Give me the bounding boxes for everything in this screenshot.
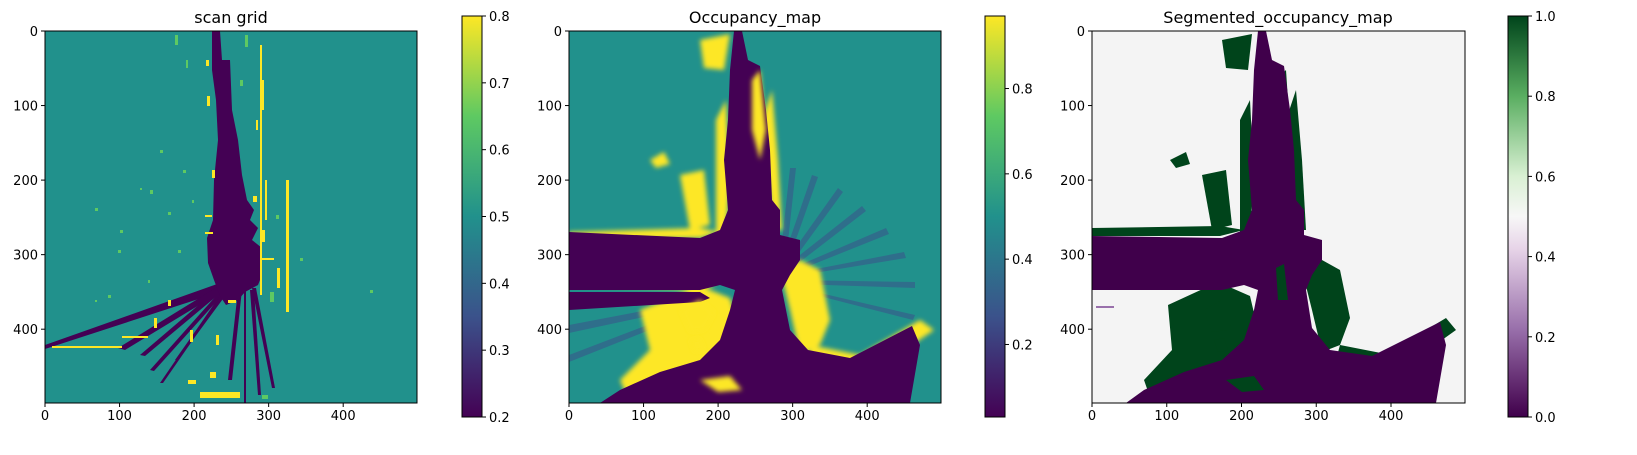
y-ticks: 0 100 200 300 400: [13, 25, 45, 338]
x-tick-label: 100: [107, 409, 132, 424]
x-tick-label: 200: [706, 409, 731, 424]
colorbar-tick-label: 0.2: [489, 411, 510, 426]
x-tick-label: 100: [1154, 409, 1179, 424]
chart-title: Segmented_occupancy_map: [1163, 8, 1392, 28]
y-tick-label: 0: [30, 25, 38, 40]
colorbar: 0.2 0.3 0.4 0.5 0.6 0.7 0.8: [461, 10, 510, 426]
panel-occupancy-map: Occupancy_map: [537, 8, 1033, 424]
y-tick-label: 100: [1060, 100, 1085, 115]
y-tick-label: 0: [554, 25, 562, 40]
y-tick-label: 400: [13, 323, 38, 338]
colorbar-tick-label: 0.4: [1535, 251, 1556, 266]
colorbar-tick-label: 0.4: [1012, 253, 1033, 268]
colorbar-tick-label: 0.3: [489, 344, 510, 359]
y-tick-label: 0: [1077, 25, 1085, 40]
colorbar: 0.2 0.4 0.6 0.8: [984, 15, 1033, 418]
y-tick-label: 100: [13, 100, 38, 115]
heatmap-image: [1092, 31, 1465, 403]
x-tick-label: 300: [1304, 409, 1329, 424]
y-ticks: 0 100 200 300 400: [537, 25, 569, 338]
chart-title: Occupancy_map: [689, 8, 821, 28]
x-tick-label: 0: [565, 409, 573, 424]
x-tick-label: 100: [631, 409, 656, 424]
y-tick-label: 200: [1060, 174, 1085, 189]
y-tick-label: 300: [1060, 249, 1085, 264]
colorbar-tick-label: 0.0: [1535, 411, 1556, 426]
x-tick-label: 400: [331, 409, 356, 424]
heatmap-image: [569, 31, 941, 403]
x-ticks: 0 100 200 300 400: [565, 403, 880, 424]
x-tick-label: 0: [1088, 409, 1096, 424]
heatmap-image: [45, 31, 417, 403]
x-ticks: 0 100 200 300 400: [41, 403, 356, 424]
colorbar-tick-label: 0.4: [489, 277, 510, 292]
y-tick-label: 200: [537, 174, 562, 189]
y-tick-label: 100: [537, 100, 562, 115]
colorbar-tick-label: 0.8: [1535, 90, 1556, 105]
colorbar-tick-label: 0.2: [1535, 331, 1556, 346]
y-tick-label: 300: [13, 249, 38, 264]
x-tick-label: 0: [41, 409, 49, 424]
panel-scan-grid: scan grid: [13, 8, 510, 426]
colorbar-tick-label: 0.2: [1012, 338, 1033, 353]
colorbar-tick-label: 0.8: [489, 10, 510, 25]
colorbar-tick-label: 0.7: [489, 77, 510, 92]
x-tick-label: 200: [182, 409, 207, 424]
x-tick-label: 300: [780, 409, 805, 424]
colorbar-tick-label: 1.0: [1535, 10, 1556, 25]
y-tick-label: 400: [537, 323, 562, 338]
colorbar-tick-label: 0.6: [1535, 170, 1556, 185]
y-ticks: 0 100 200 300 400: [1060, 25, 1092, 338]
y-tick-label: 200: [13, 174, 38, 189]
y-tick-label: 300: [537, 249, 562, 264]
colorbar-tick-label: 0.8: [1012, 83, 1033, 98]
x-tick-label: 400: [1379, 409, 1404, 424]
panel-segmented-occupancy-map: Segmented_occupancy_map: [1060, 8, 1556, 426]
x-tick-label: 300: [256, 409, 281, 424]
colorbar: 0.0 0.2 0.4 0.6 0.8 1.0: [1507, 10, 1556, 426]
colorbar-tick-label: 0.6: [489, 144, 510, 159]
x-ticks: 0 100 200 300 400: [1088, 403, 1404, 424]
x-tick-label: 400: [855, 409, 880, 424]
x-tick-label: 200: [1229, 409, 1254, 424]
colorbar-tick-label: 0.5: [489, 211, 510, 226]
colorbar-tick-label: 0.6: [1012, 168, 1033, 183]
y-tick-label: 400: [1060, 323, 1085, 338]
chart-title: scan grid: [194, 8, 268, 27]
